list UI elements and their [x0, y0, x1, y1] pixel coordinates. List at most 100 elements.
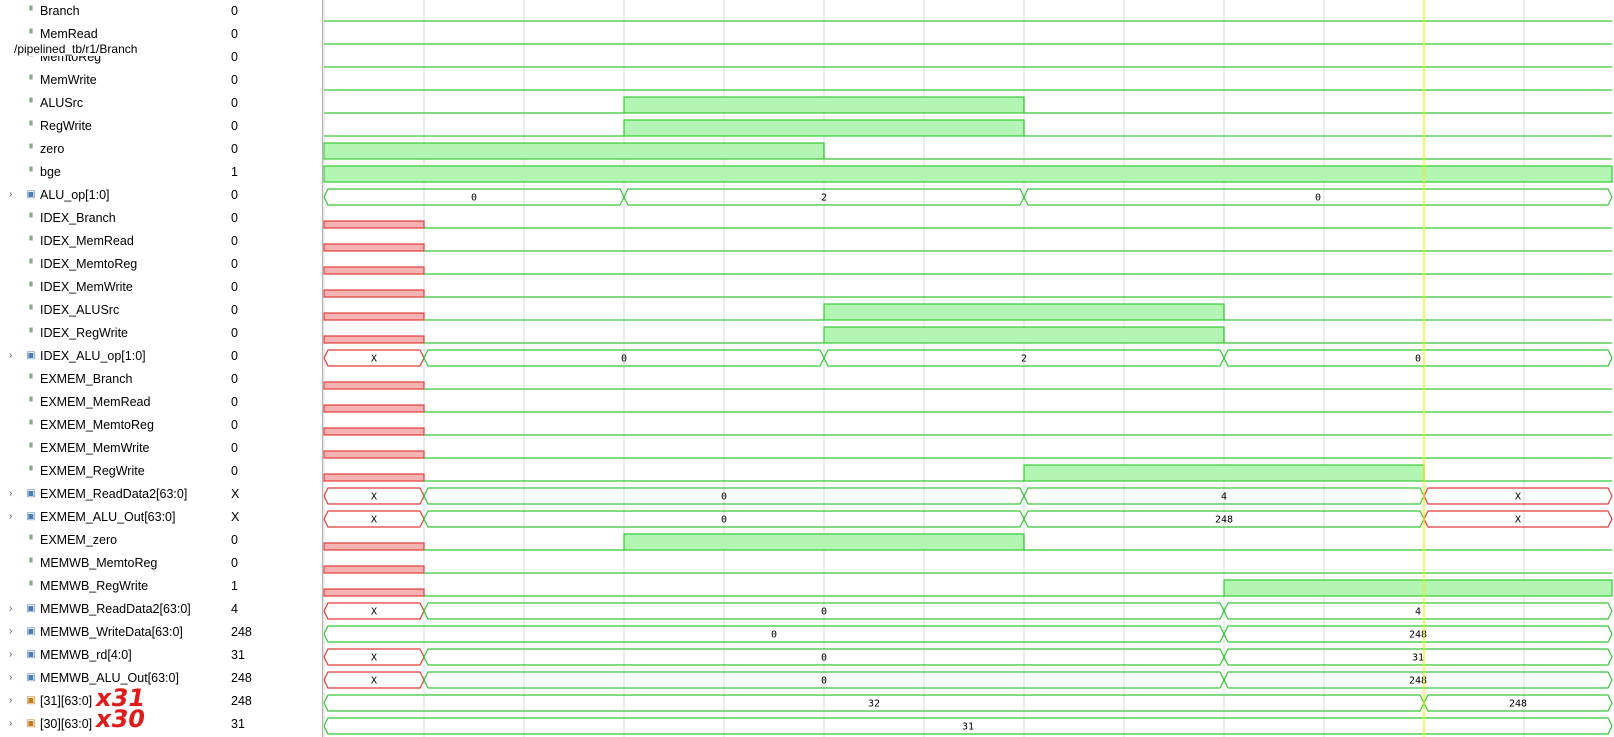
- waveform-idex-memread[interactable]: [323, 243, 1612, 252]
- wire-signal-icon: ᴵᴵ: [29, 465, 33, 476]
- signal-row-memwb-rd-4-0[interactable]: › ▣ MEMWB_rd[4:0]: [0, 644, 222, 667]
- signal-name-label: IDEX_MemWrite: [40, 280, 133, 294]
- waveform-idex-regwrite[interactable]: [323, 326, 1612, 344]
- waveform-idex-alu-op-1-0[interactable]: X 0 2 0: [323, 349, 1613, 367]
- signal-row-30-63-0[interactable]: › ▣ [30][63:0]: [0, 713, 222, 736]
- waveform-exmem-memwrite[interactable]: [323, 450, 1612, 459]
- high-segment: [1023, 464, 1425, 482]
- wire-signal-icon: ᴵᴵ: [29, 51, 33, 62]
- bus-value-label: 4: [1415, 607, 1421, 618]
- bus-signal-icon: ▣: [26, 603, 36, 614]
- signal-name-label: MemWrite: [40, 73, 97, 87]
- bus-unknown-segment: [1423, 510, 1613, 528]
- waveform-idex-alusrc[interactable]: [323, 303, 1612, 321]
- waveform-regwrite[interactable]: [324, 119, 1612, 137]
- signal-row-branch[interactable]: ᴵᴵ Branch: [0, 0, 222, 23]
- signal-row-alu-op-1-0[interactable]: › ▣ ALU_op[1:0]: [0, 184, 222, 207]
- expand-arrow-icon[interactable]: ›: [9, 718, 13, 729]
- expand-arrow-icon[interactable]: ›: [9, 350, 13, 361]
- signal-name-label: EXMEM_MemtoReg: [40, 418, 154, 432]
- waveform-memwb-alu-out-63-0[interactable]: X 0 248: [323, 671, 1613, 689]
- signal-row-idex-memread[interactable]: ᴵᴵ IDEX_MemRead: [0, 230, 222, 253]
- signal-row-bge[interactable]: ᴵᴵ bge: [0, 161, 222, 184]
- expand-arrow-icon[interactable]: ›: [9, 189, 13, 200]
- waveform-exmem-memread[interactable]: [323, 404, 1612, 413]
- signal-row-zero[interactable]: ᴵᴵ zero: [0, 138, 222, 161]
- expand-arrow-icon[interactable]: ›: [9, 672, 13, 683]
- expand-arrow-icon[interactable]: ›: [9, 626, 13, 637]
- signal-name-label: IDEX_ALU_op[1:0]: [40, 349, 146, 363]
- signal-row-memwb-regwrite[interactable]: ᴵᴵ MEMWB_RegWrite: [0, 575, 222, 598]
- waveform-30-63-0[interactable]: 31: [323, 717, 1613, 735]
- signal-row-exmem-memtoreg[interactable]: ᴵᴵ EXMEM_MemtoReg: [0, 414, 222, 437]
- waveform-exmem-regwrite[interactable]: [323, 464, 1612, 482]
- waveform-idex-memwrite[interactable]: [323, 289, 1612, 298]
- waveform-zero[interactable]: [323, 142, 1612, 160]
- signal-name-label: RegWrite: [40, 119, 92, 133]
- signal-value-text: 0: [231, 533, 238, 547]
- waveform-idex-memtoreg[interactable]: [323, 266, 1612, 275]
- signal-row-memwrite[interactable]: ᴵᴵ MemWrite: [0, 69, 222, 92]
- waveform-panel[interactable]: 0 2 0 X 0 2 0 X 0 4 X X 0 248 X X 0 4 0 248 X 0 31 X 0 248 32 248 31: [322, 0, 1614, 737]
- signal-row-exmem-regwrite[interactable]: ᴵᴵ EXMEM_RegWrite: [0, 460, 222, 483]
- waveform-exmem-alu-out-63-0[interactable]: X 0 248 X: [323, 510, 1613, 528]
- signal-value-text: 0: [231, 27, 238, 41]
- bus-signal-icon: ▣: [26, 350, 36, 361]
- signal-value-text: 0: [231, 188, 238, 202]
- waveform-memwb-rd-4-0[interactable]: X 0 31: [323, 648, 1613, 666]
- signal-row-memwb-writedata-63-0[interactable]: › ▣ MEMWB_WriteData[63:0]: [0, 621, 222, 644]
- bus-value-segment: [1223, 648, 1613, 666]
- wire-signal-icon: ᴵᴵ: [29, 396, 33, 407]
- signal-name-label: EXMEM_MemRead: [40, 395, 151, 409]
- bus-value-label: 0: [821, 607, 827, 618]
- signal-row-memread[interactable]: ᴵᴵ MemRead: [0, 23, 222, 46]
- signal-row-exmem-memread[interactable]: ᴵᴵ EXMEM_MemRead: [0, 391, 222, 414]
- signal-row-exmem-memwrite[interactable]: ᴵᴵ EXMEM_MemWrite: [0, 437, 222, 460]
- bus-signal-icon: ▣: [26, 488, 36, 499]
- waveform-bge[interactable]: [323, 165, 1613, 183]
- signal-row-exmem-readdata2-63-0[interactable]: › ▣ EXMEM_ReadData2[63:0]: [0, 483, 222, 506]
- signal-row-idex-branch[interactable]: ᴵᴵ IDEX_Branch: [0, 207, 222, 230]
- signal-name-label: Branch: [40, 4, 80, 18]
- signal-row-idex-alu-op-1-0[interactable]: › ▣ IDEX_ALU_op[1:0]: [0, 345, 222, 368]
- signal-row-idex-regwrite[interactable]: ᴵᴵ IDEX_RegWrite: [0, 322, 222, 345]
- expand-arrow-icon[interactable]: ›: [9, 603, 13, 614]
- waveform-exmem-zero[interactable]: [323, 533, 1612, 551]
- waveform-canvas[interactable]: 0 2 0 X 0 2 0 X 0 4 X X 0 248 X X 0 4 0 248 X 0 31 X 0 248 32 248 31: [322, 0, 1614, 737]
- signal-row-alusrc[interactable]: ᴵᴵ ALUSrc: [0, 92, 222, 115]
- signal-row-idex-memtoreg[interactable]: ᴵᴵ IDEX_MemtoReg: [0, 253, 222, 276]
- signal-row-exmem-branch[interactable]: ᴵᴵ EXMEM_Branch: [0, 368, 222, 391]
- waveform-memwb-readdata2-63-0[interactable]: X 0 4: [323, 602, 1613, 620]
- signal-row-memwb-memtoreg[interactable]: ᴵᴵ MEMWB_MemtoReg: [0, 552, 222, 575]
- waveform-alusrc[interactable]: [324, 96, 1612, 114]
- waveform-exmem-readdata2-63-0[interactable]: X 0 4 X: [323, 487, 1613, 505]
- waveform-exmem-branch[interactable]: [323, 381, 1612, 390]
- signal-name-panel: ᴵᴵ Branch ᴵᴵ MemRead ᴵᴵ MemtoReg ᴵᴵ MemWrite ᴵᴵ A…: [0, 0, 222, 737]
- waveform-memwb-writedata-63-0[interactable]: 0 248: [323, 625, 1613, 643]
- bus-value-segment: [1223, 349, 1613, 367]
- signal-row-memwb-alu-out-63-0[interactable]: › ▣ MEMWB_ALU_Out[63:0]: [0, 667, 222, 690]
- signal-value-text: 0: [231, 50, 238, 64]
- register-signal-icon: ▣: [26, 695, 36, 706]
- waveform-31-63-0[interactable]: 32 248: [323, 694, 1613, 712]
- waveform-memwb-regwrite[interactable]: [323, 579, 1613, 597]
- bus-value-label: 0: [1315, 193, 1321, 204]
- expand-arrow-icon[interactable]: ›: [9, 695, 13, 706]
- bus-signal-icon: ▣: [26, 649, 36, 660]
- signal-row-memwb-readdata2-63-0[interactable]: › ▣ MEMWB_ReadData2[63:0]: [0, 598, 222, 621]
- waveform-memwb-memtoreg[interactable]: [323, 565, 1612, 574]
- signal-row-idex-memwrite[interactable]: ᴵᴵ IDEX_MemWrite: [0, 276, 222, 299]
- expand-arrow-icon[interactable]: ›: [9, 488, 13, 499]
- signal-name-label: EXMEM_Branch: [40, 372, 133, 386]
- waveform-exmem-memtoreg[interactable]: [323, 427, 1612, 436]
- expand-arrow-icon[interactable]: ›: [9, 649, 13, 660]
- signal-row-idex-alusrc[interactable]: ᴵᴵ IDEX_ALUSrc: [0, 299, 222, 322]
- signal-value-text: 0: [231, 234, 238, 248]
- signal-row-exmem-zero[interactable]: ᴵᴵ EXMEM_zero: [0, 529, 222, 552]
- signal-row-exmem-alu-out-63-0[interactable]: › ▣ EXMEM_ALU_Out[63:0]: [0, 506, 222, 529]
- signal-row-regwrite[interactable]: ᴵᴵ RegWrite: [0, 115, 222, 138]
- expand-arrow-icon[interactable]: ›: [9, 511, 13, 522]
- waveform-alu-op-1-0[interactable]: 0 2 0: [323, 188, 1613, 206]
- signal-row-31-63-0[interactable]: › ▣ [31][63:0]: [0, 690, 222, 713]
- waveform-idex-branch[interactable]: [323, 220, 1612, 229]
